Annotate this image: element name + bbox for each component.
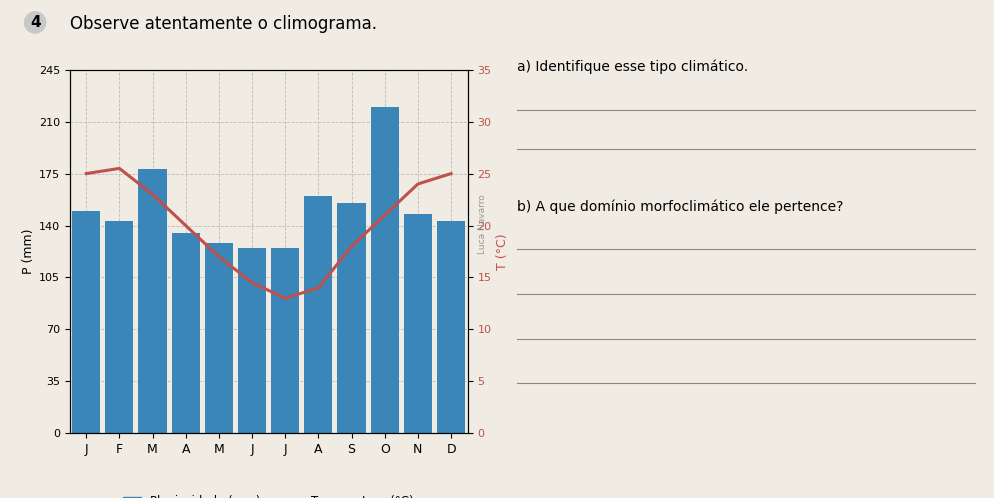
Y-axis label: P (mm): P (mm) [22,229,35,274]
Text: Luca Navarro: Luca Navarro [477,194,487,254]
Bar [205,244,233,433]
Bar [238,248,266,433]
Y-axis label: T (°C): T (°C) [495,233,508,270]
Bar [172,233,200,433]
Bar [404,214,431,433]
Bar [138,169,167,433]
Text: b) A que domínio morfoclimático ele pertence?: b) A que domínio morfoclimático ele pert… [517,199,843,214]
Bar [337,203,366,433]
Legend: Pluviosidade (mm), Temperatura (°C): Pluviosidade (mm), Temperatura (°C) [118,490,418,498]
Bar [371,107,399,433]
Text: a) Identifique esse tipo climático.: a) Identifique esse tipo climático. [517,60,747,74]
Bar [270,248,299,433]
Bar [436,221,465,433]
Bar [304,196,332,433]
Text: 4: 4 [30,15,41,30]
Bar [73,211,100,433]
Bar [105,221,133,433]
Text: Observe atentamente o climograma.: Observe atentamente o climograma. [70,15,377,33]
